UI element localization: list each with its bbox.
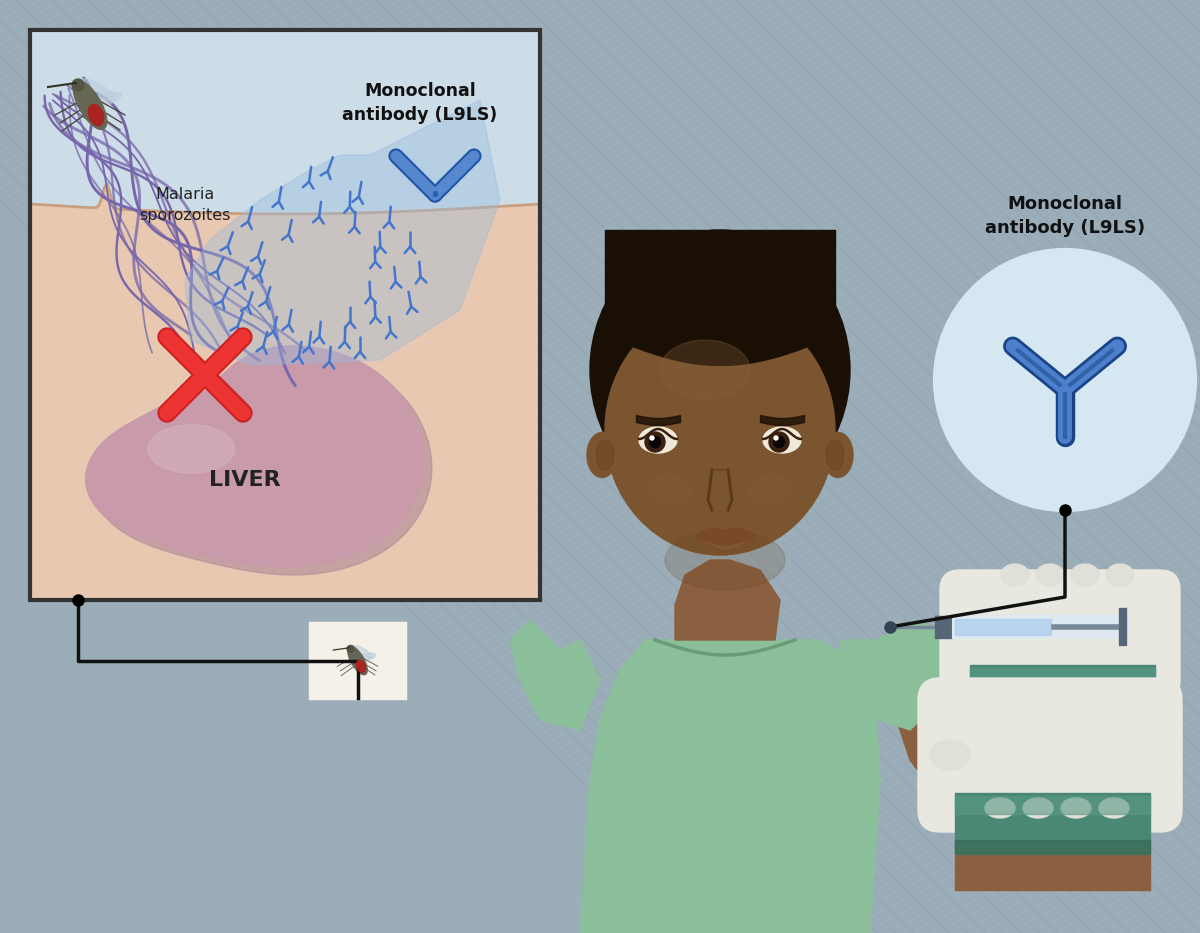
Ellipse shape xyxy=(826,440,844,470)
Polygon shape xyxy=(185,100,500,365)
Bar xyxy=(955,796,1150,814)
Bar xyxy=(30,30,540,600)
Bar xyxy=(970,665,1154,720)
Ellipse shape xyxy=(985,798,1015,818)
Ellipse shape xyxy=(1106,564,1134,586)
Ellipse shape xyxy=(353,653,376,662)
Ellipse shape xyxy=(769,432,790,452)
Text: Monoclonal
antibody (L9LS): Monoclonal antibody (L9LS) xyxy=(985,195,1145,237)
Polygon shape xyxy=(697,528,755,544)
Ellipse shape xyxy=(1036,564,1064,586)
Bar xyxy=(310,623,406,698)
Bar xyxy=(30,189,540,600)
Ellipse shape xyxy=(352,646,372,659)
Polygon shape xyxy=(85,346,424,567)
Ellipse shape xyxy=(650,436,654,440)
Polygon shape xyxy=(840,620,950,730)
FancyBboxPatch shape xyxy=(918,678,1182,832)
Bar xyxy=(955,840,1150,854)
Circle shape xyxy=(935,250,1195,510)
Ellipse shape xyxy=(596,440,614,470)
Polygon shape xyxy=(510,620,600,730)
Ellipse shape xyxy=(660,340,750,400)
Ellipse shape xyxy=(665,530,785,590)
Ellipse shape xyxy=(590,230,850,510)
Ellipse shape xyxy=(73,80,107,130)
Bar xyxy=(953,616,1128,638)
Ellipse shape xyxy=(1022,798,1054,818)
Polygon shape xyxy=(580,640,880,933)
Ellipse shape xyxy=(930,740,970,770)
Ellipse shape xyxy=(648,475,692,505)
Text: Monoclonal
antibody (L9LS): Monoclonal antibody (L9LS) xyxy=(342,82,498,123)
Ellipse shape xyxy=(80,78,115,102)
Bar xyxy=(955,855,1150,890)
Ellipse shape xyxy=(748,475,792,505)
Ellipse shape xyxy=(763,427,802,453)
Bar xyxy=(970,715,1154,727)
FancyBboxPatch shape xyxy=(940,570,1180,700)
Bar xyxy=(970,668,1154,686)
Text: LIVER: LIVER xyxy=(209,470,281,490)
Bar xyxy=(955,793,1150,853)
Ellipse shape xyxy=(646,432,665,452)
Ellipse shape xyxy=(1072,564,1099,586)
Ellipse shape xyxy=(774,437,785,448)
Ellipse shape xyxy=(1001,564,1030,586)
Polygon shape xyxy=(674,560,780,640)
Ellipse shape xyxy=(348,647,367,675)
Bar xyxy=(955,619,1051,635)
Ellipse shape xyxy=(356,661,365,673)
Ellipse shape xyxy=(587,433,617,478)
Polygon shape xyxy=(148,425,235,473)
Ellipse shape xyxy=(89,104,103,126)
Ellipse shape xyxy=(605,305,835,555)
Ellipse shape xyxy=(72,79,84,91)
Ellipse shape xyxy=(1061,798,1091,818)
Ellipse shape xyxy=(823,433,853,478)
Ellipse shape xyxy=(774,436,778,440)
Polygon shape xyxy=(706,542,745,550)
Ellipse shape xyxy=(347,646,354,652)
Bar xyxy=(30,30,540,189)
Ellipse shape xyxy=(1099,798,1129,818)
Ellipse shape xyxy=(83,92,121,108)
Polygon shape xyxy=(94,354,432,575)
Ellipse shape xyxy=(640,427,677,453)
Polygon shape xyxy=(890,640,990,800)
Text: Malaria
sporozoites: Malaria sporozoites xyxy=(139,187,230,223)
Ellipse shape xyxy=(649,437,660,448)
Bar xyxy=(935,616,953,638)
